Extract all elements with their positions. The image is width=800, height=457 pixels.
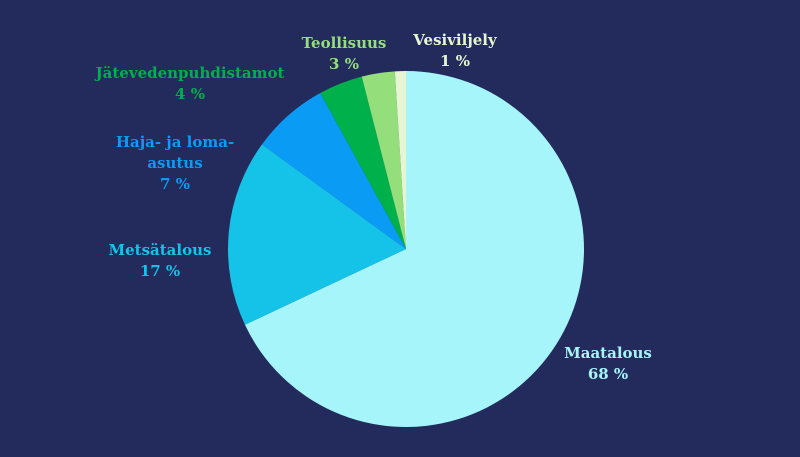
label-metsatalous-value: 17 %: [90, 261, 230, 282]
label-haja-asutus-line1: Haja- ja loma-: [100, 132, 250, 153]
label-vesiviljely: Vesiviljely 1 %: [400, 30, 510, 72]
label-haja-asutus: Haja- ja loma- asutus 7 %: [100, 132, 250, 195]
label-haja-asutus-line2: asutus: [100, 153, 250, 174]
label-vesiviljely-name: Vesiviljely: [400, 30, 510, 51]
label-haja-asutus-value: 7 %: [100, 174, 250, 195]
label-teollisuus: Teollisuus 3 %: [289, 33, 399, 75]
label-teollisuus-name: Teollisuus: [289, 33, 399, 54]
label-vesiviljely-value: 1 %: [400, 51, 510, 72]
label-maatalous-value: 68 %: [548, 364, 668, 385]
label-teollisuus-value: 3 %: [289, 54, 399, 75]
label-metsatalous: Metsätalous 17 %: [90, 240, 230, 282]
label-jatevedenpuhdistamot-name: Jätevedenpuhdistamot: [90, 63, 290, 84]
label-jatevedenpuhdistamot: Jätevedenpuhdistamot 4 %: [90, 63, 290, 105]
label-jatevedenpuhdistamot-value: 4 %: [90, 84, 290, 105]
label-maatalous-name: Maatalous: [548, 343, 668, 364]
label-metsatalous-name: Metsätalous: [90, 240, 230, 261]
label-maatalous: Maatalous 68 %: [548, 343, 668, 385]
